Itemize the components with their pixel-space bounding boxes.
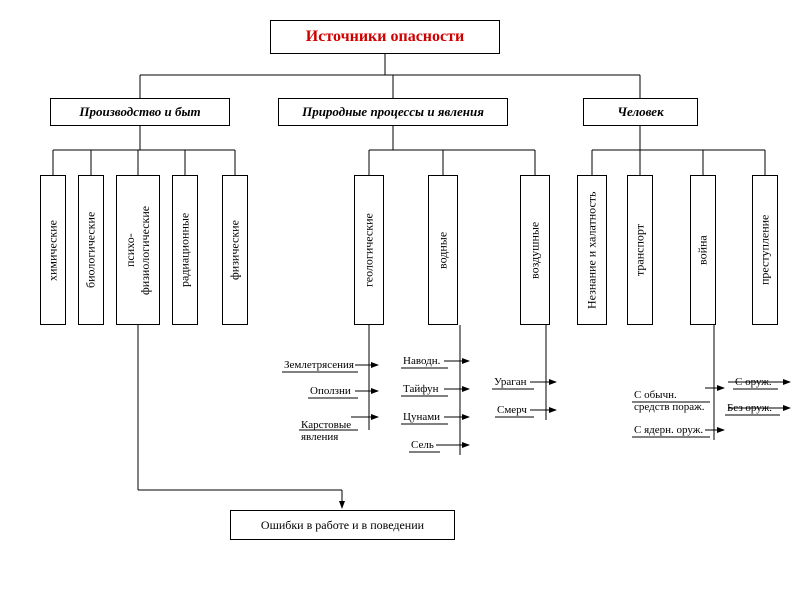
leaf-geo-2-label: Оползни	[310, 385, 351, 397]
bottom-label: Ошибки в работе и в поведении	[261, 518, 424, 533]
leaf-geo-1: Землетрясения	[284, 359, 354, 371]
node-ignorance: Незнание и халатность	[577, 175, 607, 325]
leaf-air-2: Смерч	[497, 404, 527, 416]
leaf-water-3-label: Цунами	[403, 411, 440, 423]
node-geo-label: геологические	[362, 213, 377, 287]
leaf-air-1-label: Ураган	[494, 376, 526, 388]
category-production-label: Производство и быт	[79, 104, 200, 120]
root-label: Источники опасности	[306, 28, 464, 46]
node-geo: геологические	[354, 175, 384, 325]
leaf-water-4: Сель	[411, 439, 434, 451]
leaf-geo-3-label: Карстовые явления	[301, 419, 351, 443]
leaf-war-2-label: С ядерн. оруж.	[634, 424, 703, 436]
leaf-crime-2: Без оруж.	[727, 402, 772, 414]
node-chem: химические	[40, 175, 66, 325]
category-nature: Природные процессы и явления	[278, 98, 508, 126]
node-air: воздушные	[520, 175, 550, 325]
leaf-crime-1: С оруж.	[735, 376, 772, 388]
leaf-war-1: С обычн. средств пораж.	[634, 377, 704, 413]
node-ignorance-label: Незнание и халатность	[585, 191, 600, 309]
node-psycho: психо- физиологические	[116, 175, 160, 325]
node-water-label: водные	[436, 231, 451, 268]
leaf-air-1: Ураган	[494, 376, 526, 388]
leaf-water-4-label: Сель	[411, 439, 434, 451]
leaf-geo-1-label: Землетрясения	[284, 359, 354, 371]
leaf-air-2-label: Смерч	[497, 404, 527, 416]
node-bio-label: биологические	[84, 212, 99, 288]
leaf-water-2-label: Тайфун	[403, 383, 438, 395]
bottom-node: Ошибки в работе и в поведении	[230, 510, 455, 540]
node-transport-label: транспорт	[633, 224, 648, 276]
node-phys-label: физические	[228, 220, 243, 280]
node-rad: радиационные	[172, 175, 198, 325]
node-phys: физические	[222, 175, 248, 325]
category-nature-label: Природные процессы и явления	[302, 104, 484, 120]
node-bio: биологические	[78, 175, 104, 325]
node-crime-label: преступление	[758, 215, 773, 285]
leaf-crime-2-label: Без оруж.	[727, 402, 772, 414]
node-rad-label: радиационные	[178, 213, 193, 287]
leaf-water-2: Тайфун	[403, 383, 438, 395]
leaf-geo-3: Карстовые явления	[301, 407, 351, 443]
node-crime: преступление	[752, 175, 778, 325]
leaf-geo-2: Оползни	[310, 385, 351, 397]
root-node: Источники опасности	[270, 20, 500, 54]
category-human: Человек	[583, 98, 698, 126]
leaf-crime-1-label: С оруж.	[735, 376, 772, 388]
leaf-water-3: Цунами	[403, 411, 440, 423]
node-chem-label: химические	[46, 220, 61, 281]
node-psycho-label: психо- физиологические	[123, 205, 153, 294]
node-war-label: война	[696, 235, 711, 265]
leaf-water-1-label: Наводн.	[403, 355, 440, 367]
node-air-label: воздушные	[528, 221, 543, 278]
leaf-war-2: С ядерн. оруж.	[634, 424, 703, 436]
category-human-label: Человек	[617, 104, 663, 120]
node-war: война	[690, 175, 716, 325]
leaf-water-1: Наводн.	[403, 355, 440, 367]
node-transport: транспорт	[627, 175, 653, 325]
leaf-war-1-label: С обычн. средств пораж.	[634, 389, 704, 413]
node-water: водные	[428, 175, 458, 325]
category-production: Производство и быт	[50, 98, 230, 126]
